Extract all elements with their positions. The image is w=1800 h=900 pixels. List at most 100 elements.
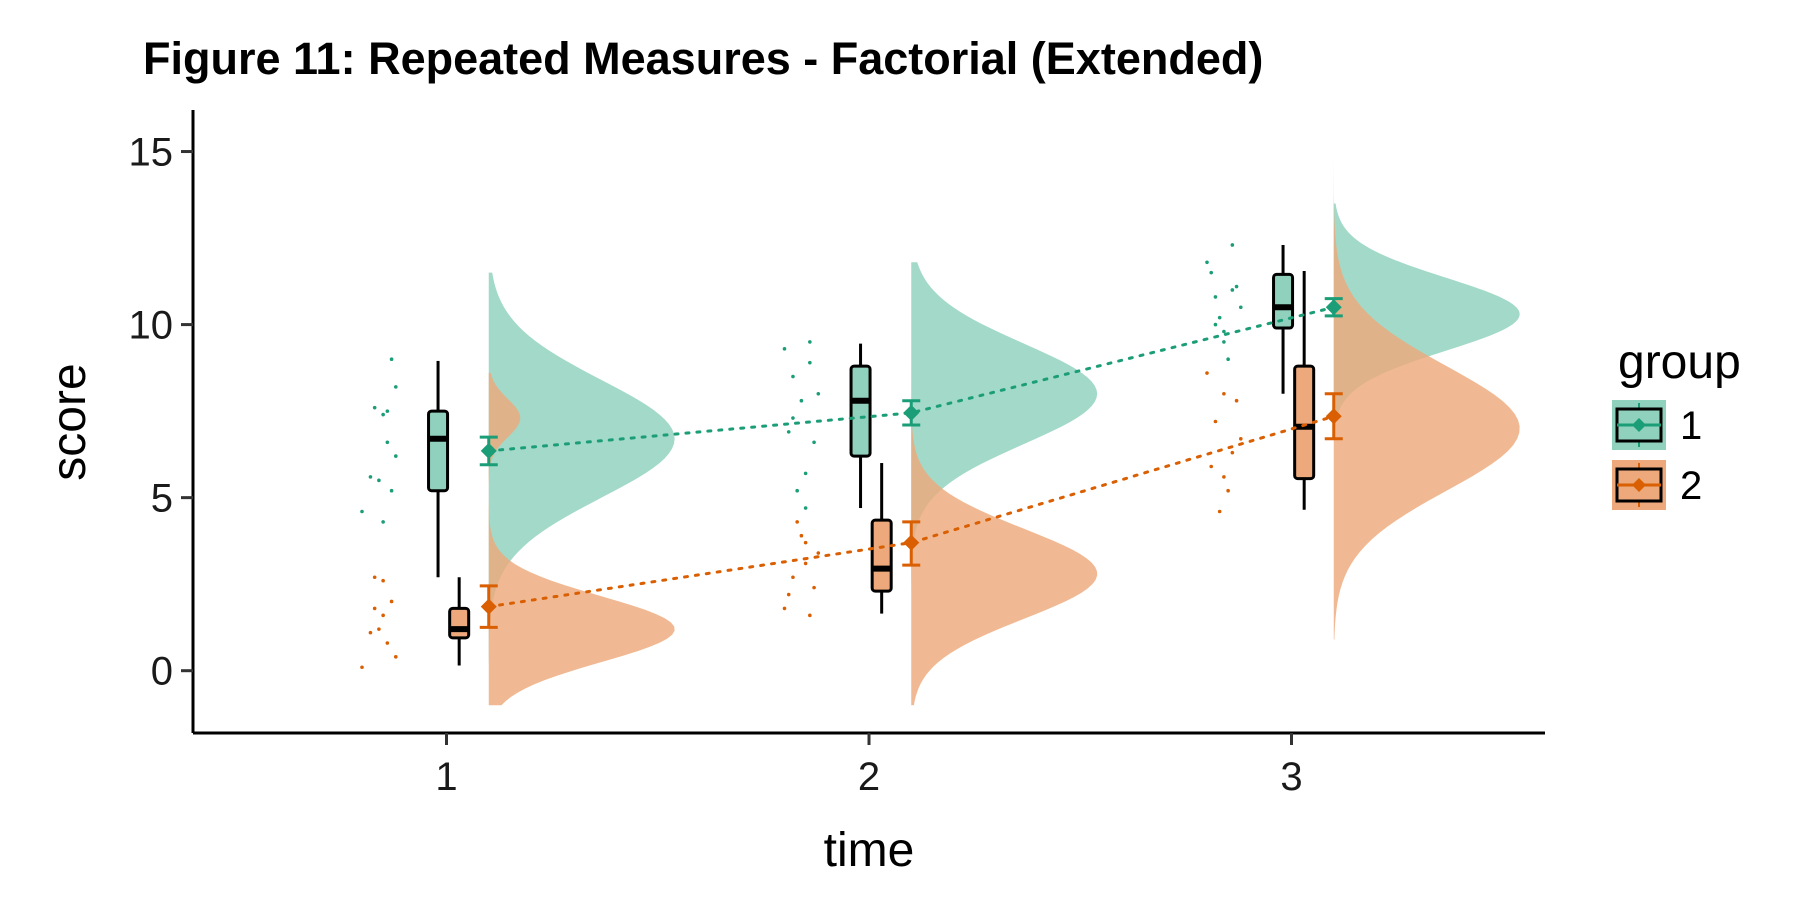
rain-point bbox=[782, 606, 787, 611]
density-cloud bbox=[911, 359, 1098, 706]
rain-point bbox=[377, 627, 381, 631]
rain-point bbox=[1205, 371, 1209, 375]
rain-point bbox=[1222, 329, 1226, 334]
rain-point bbox=[385, 641, 390, 645]
mean-point bbox=[1325, 408, 1342, 425]
rain-point bbox=[1230, 450, 1235, 455]
rain-point bbox=[1213, 322, 1218, 327]
mean-trend-line bbox=[487, 305, 1336, 453]
mean-line-layer bbox=[487, 305, 1336, 609]
rain-point bbox=[1209, 464, 1214, 469]
box-iqr bbox=[849, 364, 872, 458]
rain-point bbox=[1222, 392, 1226, 396]
rain-point bbox=[1234, 398, 1239, 403]
rain-point bbox=[1213, 295, 1218, 299]
rain-point bbox=[385, 409, 390, 413]
rain-point bbox=[381, 613, 385, 618]
x-axis-title: time bbox=[824, 824, 915, 877]
box-iqr bbox=[1293, 364, 1316, 481]
density-layer bbox=[488, 137, 1520, 706]
rain-point bbox=[1222, 475, 1226, 479]
mean-point bbox=[480, 442, 497, 459]
rain-point bbox=[368, 475, 373, 479]
rain-point bbox=[1230, 243, 1235, 247]
legend-label: 1 bbox=[1680, 404, 1702, 448]
rain-point bbox=[791, 374, 795, 379]
legend-title: group bbox=[1618, 336, 1741, 389]
rain-point bbox=[360, 665, 364, 670]
rain-point bbox=[1230, 288, 1235, 292]
density-cloud bbox=[911, 262, 1098, 592]
rain-point bbox=[368, 630, 373, 635]
rain-point bbox=[385, 440, 390, 445]
rain-point bbox=[816, 392, 821, 396]
rain-point bbox=[786, 430, 791, 434]
rain-point bbox=[1226, 488, 1230, 493]
rain-point bbox=[381, 412, 385, 417]
rain-point bbox=[1226, 357, 1230, 362]
mean-point bbox=[1325, 299, 1342, 316]
rain-point bbox=[812, 585, 816, 590]
y-tick-label: 15 bbox=[129, 131, 174, 175]
legend: group 1 2 bbox=[1612, 336, 1741, 510]
rain-point bbox=[372, 575, 377, 580]
rain-point bbox=[803, 540, 808, 545]
x-tick-label: 2 bbox=[858, 755, 880, 799]
rain-point bbox=[795, 520, 799, 524]
rain-point bbox=[786, 592, 791, 597]
rain-point bbox=[381, 578, 385, 583]
rain-point bbox=[372, 606, 377, 611]
legend-key-marker bbox=[1632, 418, 1646, 432]
y-tick-label: 10 bbox=[129, 304, 174, 348]
rain-point bbox=[799, 533, 804, 538]
chart-title: Figure 11: Repeated Measures - Factorial… bbox=[143, 33, 1263, 84]
rain-point bbox=[1217, 315, 1222, 320]
box-iqr bbox=[427, 409, 450, 493]
mean-point bbox=[903, 534, 920, 551]
rain-point bbox=[812, 440, 816, 445]
rain-point bbox=[372, 405, 377, 410]
box-iqr bbox=[1272, 272, 1295, 330]
rain-point bbox=[791, 416, 795, 420]
rain-point bbox=[799, 398, 804, 403]
x-tick-label: 3 bbox=[1280, 755, 1302, 799]
rain-point bbox=[803, 471, 808, 476]
rain-point bbox=[389, 357, 394, 362]
rain-point bbox=[1239, 437, 1243, 441]
rain-point bbox=[394, 385, 398, 389]
x-tick-label: 1 bbox=[435, 755, 457, 799]
y-tick-label: 0 bbox=[151, 650, 173, 694]
mean-point bbox=[480, 598, 497, 615]
rain-point bbox=[377, 478, 381, 483]
rain-point bbox=[1239, 305, 1243, 310]
rain-point bbox=[389, 488, 394, 493]
rain-point bbox=[816, 551, 821, 555]
rain-point bbox=[808, 340, 812, 344]
rain-point bbox=[394, 655, 398, 659]
plot-area bbox=[360, 137, 1520, 706]
mean-ci-layer bbox=[479, 297, 1343, 629]
y-axis-title: score bbox=[43, 363, 96, 480]
rain-point bbox=[394, 454, 398, 458]
box-iqr bbox=[448, 606, 471, 640]
rain-point bbox=[803, 506, 808, 510]
rain-point bbox=[808, 613, 812, 618]
density-cloud bbox=[488, 373, 675, 706]
rain-point bbox=[808, 360, 812, 365]
y-tick-label: 5 bbox=[151, 477, 173, 521]
rain-points-layer bbox=[360, 243, 1243, 670]
rain-point bbox=[1213, 419, 1218, 424]
mean-point bbox=[903, 404, 920, 421]
box-iqr bbox=[870, 518, 893, 593]
density-cloud bbox=[488, 272, 675, 664]
density-cloud bbox=[1333, 137, 1520, 640]
rain-point bbox=[389, 599, 394, 604]
rain-point bbox=[1205, 260, 1209, 265]
mean-trend-line bbox=[487, 414, 1336, 609]
rain-point bbox=[803, 561, 808, 566]
rain-point bbox=[795, 488, 799, 493]
x-axis-ticks: 1 2 3 bbox=[435, 733, 1303, 799]
rain-point bbox=[791, 575, 795, 580]
rain-point bbox=[1217, 509, 1222, 514]
